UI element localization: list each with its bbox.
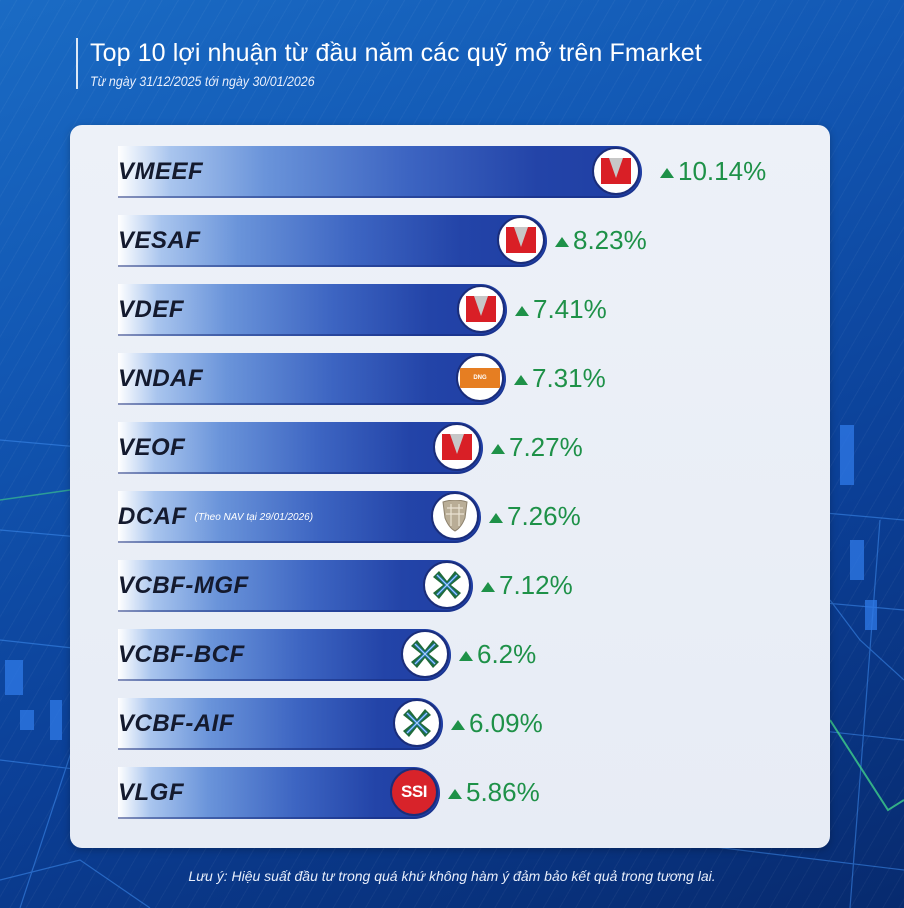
bar (118, 146, 642, 198)
fund-name: VESAF (118, 227, 201, 254)
vinacapital-logo-icon (592, 147, 640, 195)
fund-name: DCAF (Theo NAV tại 29/01/2026) (118, 503, 314, 530)
up-arrow-icon (555, 236, 569, 247)
ssi-logo-icon: SSI (390, 768, 438, 816)
fund-name: VMEEF (118, 158, 204, 185)
fund-name: VCBF-MGF (118, 572, 249, 599)
page-title: Top 10 lợi nhuận từ đầu năm các quỹ mở t… (90, 39, 702, 67)
return-value: 10.14% (660, 156, 766, 187)
return-value: 6.2% (459, 639, 536, 670)
fund-name: VLGF (118, 779, 184, 806)
header: Top 10 lợi nhuận từ đầu năm các quỹ mở t… (76, 38, 702, 89)
bar (118, 422, 483, 474)
nav-note: (Theo NAV tại 29/01/2026) (194, 512, 314, 524)
return-value: 5.86% (448, 777, 540, 808)
up-arrow-icon (448, 788, 462, 799)
return-value: 7.12% (481, 570, 573, 601)
vcbf-logo-icon (401, 630, 449, 678)
up-arrow-icon (481, 581, 495, 592)
vnd-logo-icon: DNG (456, 354, 504, 402)
return-value: 7.26% (489, 501, 581, 532)
up-arrow-icon (491, 443, 505, 454)
bar (118, 284, 507, 336)
up-arrow-icon (459, 650, 473, 661)
vinacapital-logo-icon (497, 216, 545, 264)
bar (118, 629, 451, 681)
vinacapital-logo-icon (457, 285, 505, 333)
fund-name: VEOF (118, 434, 186, 461)
up-arrow-icon (514, 374, 528, 385)
return-value: 8.23% (555, 225, 647, 256)
return-value: 7.31% (514, 363, 606, 394)
vcbf-logo-icon (393, 699, 441, 747)
bar (118, 215, 547, 267)
bar (118, 353, 506, 405)
return-value: 6.09% (451, 708, 543, 739)
fund-name: VCBF-BCF (118, 641, 245, 668)
disclaimer: Lưu ý: Hiệu suất đầu tư trong quá khứ kh… (188, 868, 716, 884)
up-arrow-icon (515, 305, 529, 316)
bar (118, 560, 473, 612)
bar (118, 698, 443, 750)
up-arrow-icon (451, 719, 465, 730)
up-arrow-icon (660, 167, 674, 178)
shield-logo-icon (431, 492, 479, 540)
vinacapital-logo-icon (433, 423, 481, 471)
vcbf-logo-icon (423, 561, 471, 609)
return-value: 7.41% (515, 294, 607, 325)
fund-name: VCBF-AIF (118, 710, 234, 737)
up-arrow-icon (489, 512, 503, 523)
fund-name: VDEF (118, 296, 185, 323)
date-range: Từ ngày 31/12/2025 tới ngày 30/01/2026 (90, 74, 315, 89)
chart-card: VMEEF 10.14% VESAF 8.23% VDEF 7.41% VNDA… (70, 125, 830, 848)
return-value: 7.27% (491, 432, 583, 463)
fund-name: VNDAF (118, 365, 204, 392)
bar (118, 767, 440, 819)
bar (118, 491, 481, 543)
